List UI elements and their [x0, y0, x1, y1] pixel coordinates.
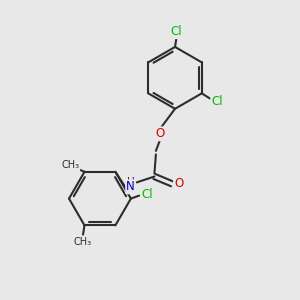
Text: CH₃: CH₃	[61, 160, 80, 170]
Text: H: H	[127, 176, 135, 187]
Text: CH₃: CH₃	[74, 237, 92, 247]
Text: O: O	[156, 127, 165, 140]
Text: Cl: Cl	[171, 25, 182, 38]
Text: Cl: Cl	[141, 188, 153, 201]
Text: Cl: Cl	[211, 95, 223, 108]
Text: O: O	[174, 177, 183, 190]
Text: N: N	[126, 180, 135, 193]
